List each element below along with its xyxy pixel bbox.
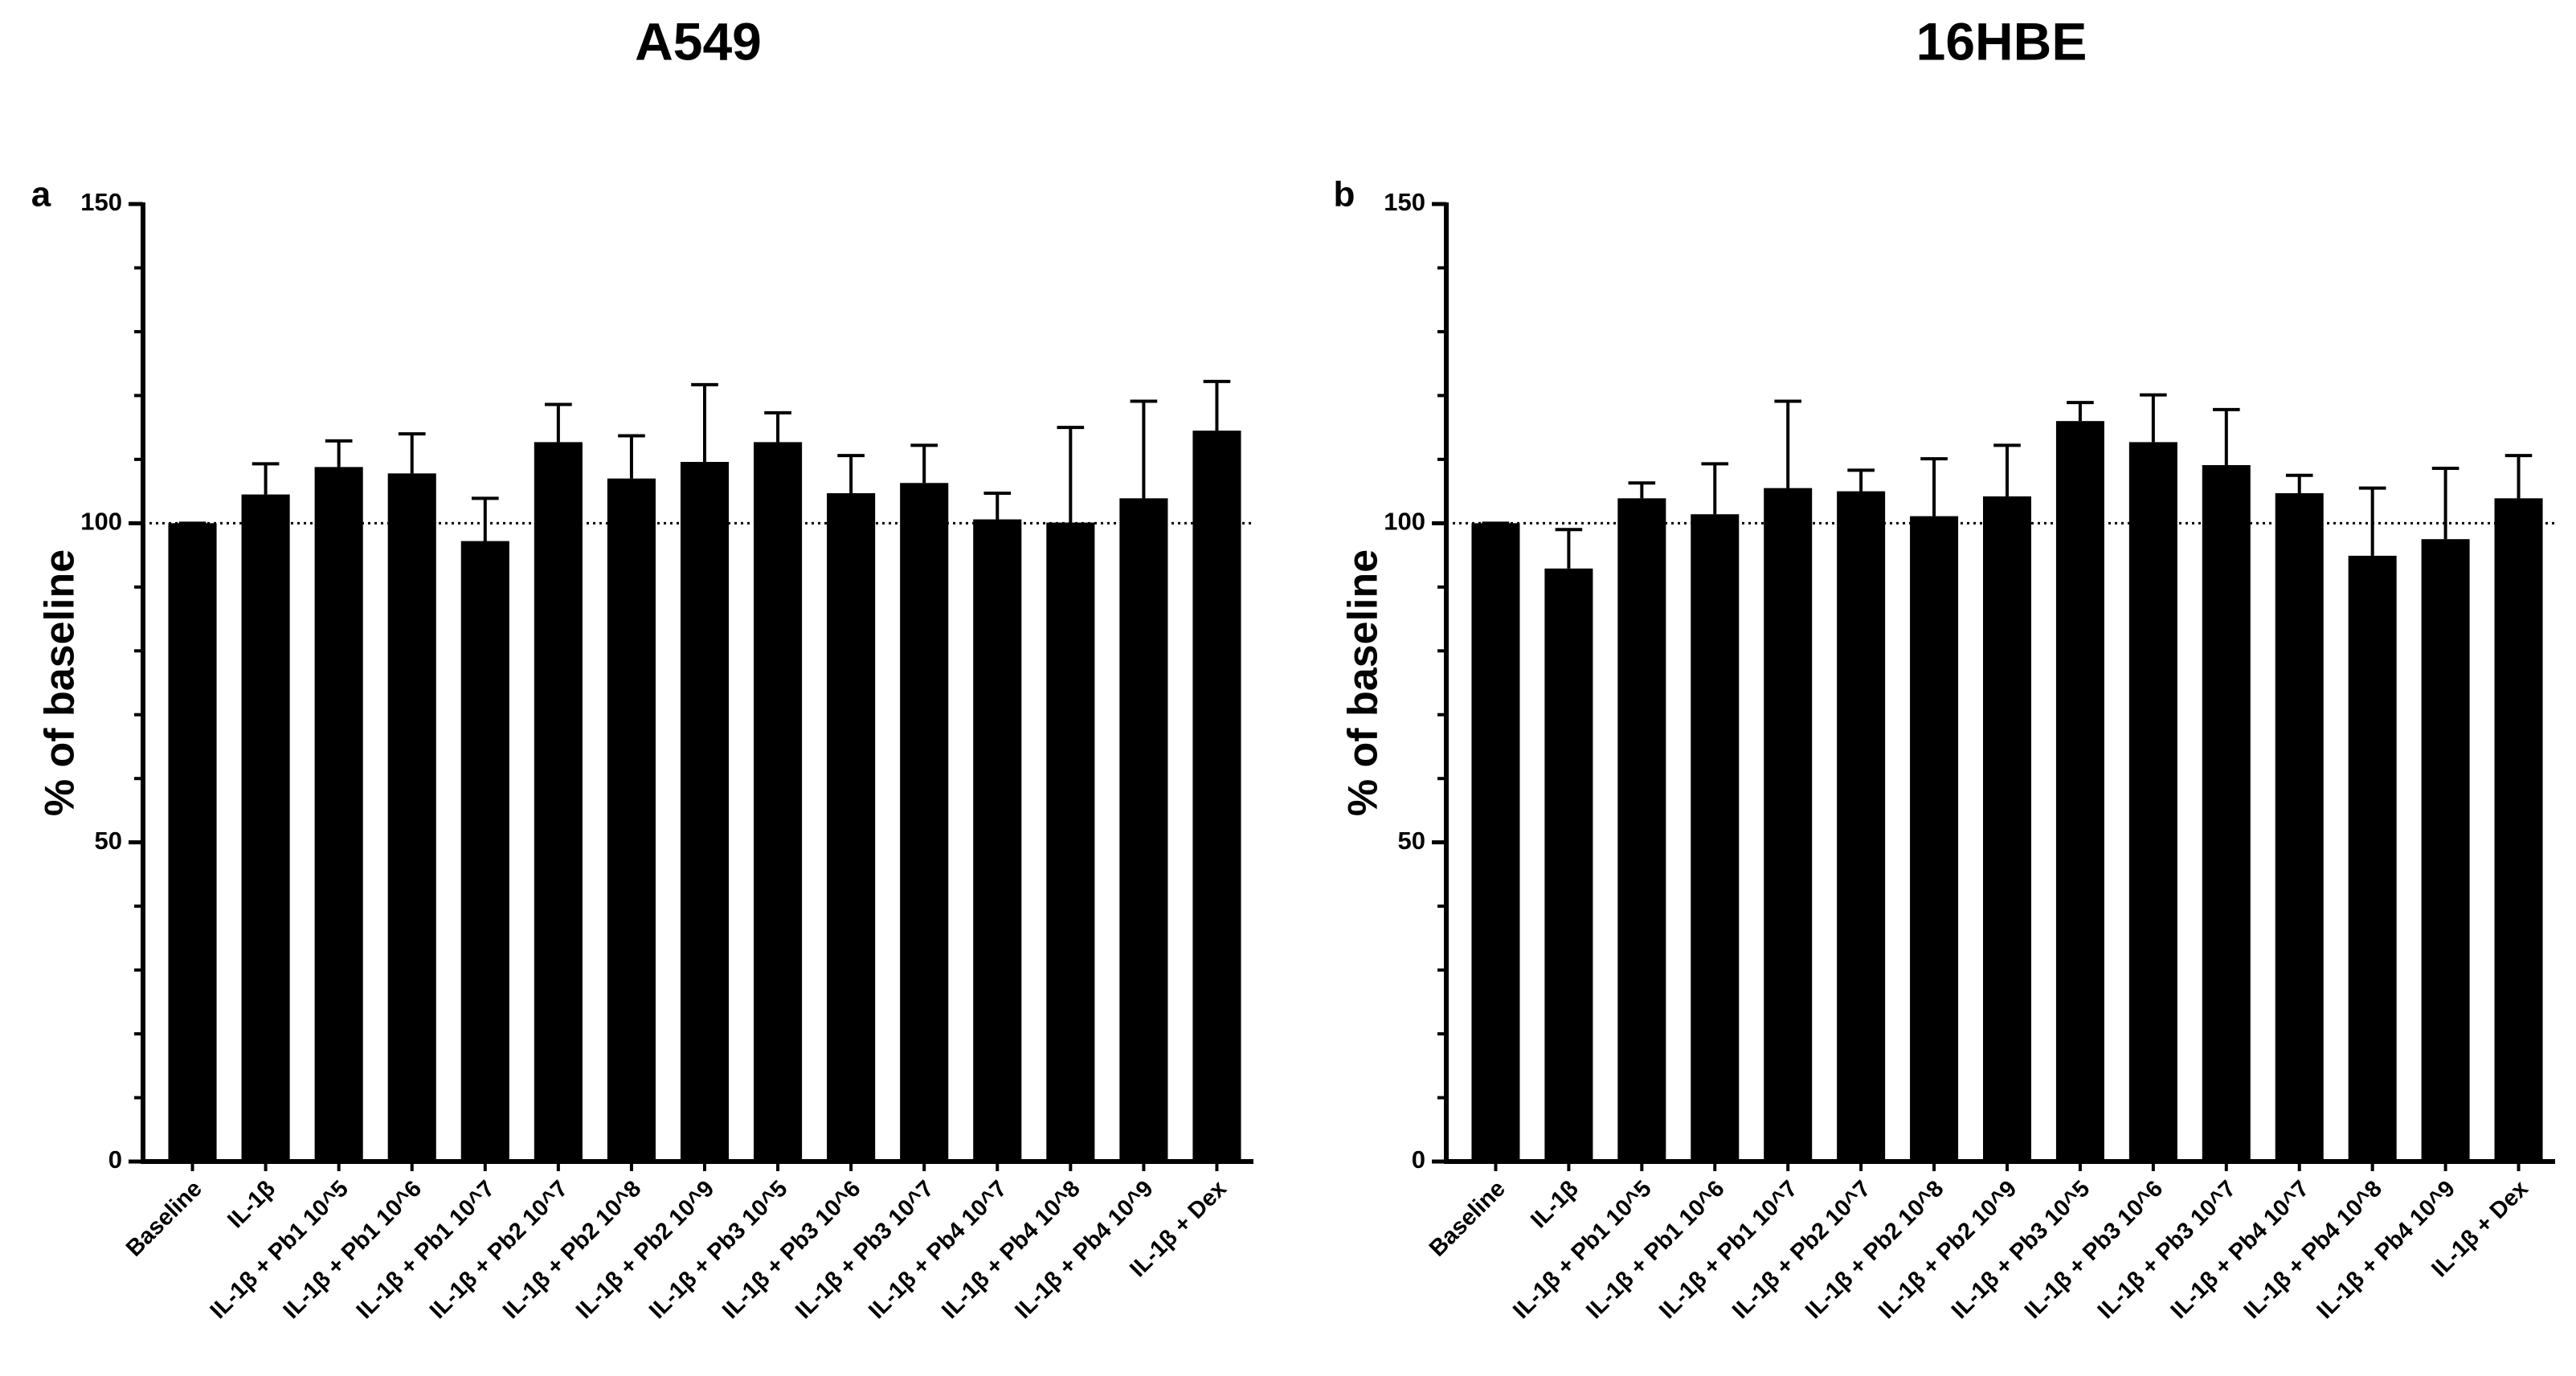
x-tick-label: IL-1β + Pb1 10^6: [279, 1176, 427, 1324]
bar: [1764, 488, 1813, 1162]
y-tick-label: 0: [108, 1145, 122, 1174]
x-tick-label: IL-1β + Pb4 10^9: [2312, 1176, 2459, 1324]
bar: [1471, 523, 1520, 1162]
bar: [534, 442, 583, 1162]
y-tick-label: 100: [1384, 508, 1425, 536]
bar: [1837, 491, 1886, 1162]
bar: [2275, 492, 2324, 1162]
y-tick-label: 0: [1412, 1145, 1425, 1174]
bar: [1192, 431, 1241, 1162]
bar: [1046, 522, 1095, 1162]
y-axis-label: % of baseline: [37, 549, 84, 816]
y-tick-label: 50: [1398, 827, 1425, 855]
x-tick-label: IL-1β: [223, 1176, 280, 1234]
bar: [168, 523, 217, 1162]
x-tick-label: Baseline: [1425, 1176, 1511, 1262]
x-tick-label: IL-1β + Pb3 10^7: [2093, 1176, 2241, 1324]
x-tick-label: IL-1β: [1526, 1176, 1584, 1234]
bar: [2128, 442, 2177, 1162]
x-tick-label: IL-1β + Pb1 10^5: [206, 1176, 354, 1324]
y-tick-label: 100: [80, 508, 122, 536]
bar: [241, 494, 290, 1162]
x-tick-label: IL-1β + Pb3 10^5: [1947, 1176, 2095, 1324]
x-tick-label: IL-1β + Pb4 10^8: [937, 1176, 1085, 1324]
x-tick-label: Baseline: [121, 1176, 207, 1262]
x-tick-label: IL-1β + Pb4 10^9: [1010, 1176, 1158, 1324]
bar: [2421, 539, 2470, 1162]
bar: [1910, 516, 1959, 1162]
bar: [1544, 568, 1593, 1162]
x-tick-label: IL-1β + Pb2 10^8: [1801, 1176, 1948, 1324]
x-tick-label: IL-1β + Pb4 10^7: [2166, 1176, 2314, 1324]
x-tick-label: IL-1β + Pb2 10^8: [498, 1176, 646, 1324]
bar: [314, 467, 363, 1162]
x-tick-label: IL-1β + Pb1 10^7: [352, 1176, 500, 1324]
chart-title: A549: [635, 11, 762, 71]
x-tick-label: IL-1β + Pb2 10^9: [1874, 1176, 2022, 1324]
bar: [1617, 498, 1666, 1162]
bar: [387, 473, 436, 1162]
x-tick-label: IL-1β + Pb1 10^6: [1581, 1176, 1729, 1324]
bar: [460, 541, 509, 1162]
x-tick-label: IL-1β + Pb3 10^7: [791, 1176, 938, 1324]
x-tick-label: IL-1β + Pb2 10^7: [425, 1176, 573, 1324]
x-tick-label: IL-1β + Pb2 10^9: [571, 1176, 719, 1324]
panel-label: a: [31, 175, 51, 214]
bar: [1691, 514, 1740, 1162]
y-tick-label: 150: [1384, 188, 1425, 216]
x-tick-label: IL-1β + Pb3 10^6: [718, 1176, 865, 1324]
x-tick-label: IL-1β + Pb1 10^5: [1508, 1176, 1656, 1324]
x-tick-label: IL-1β + Pb2 10^7: [1728, 1176, 1875, 1324]
chart-title: 16HBE: [1916, 11, 2087, 71]
bar: [2055, 421, 2104, 1162]
bar: [1982, 496, 2032, 1162]
bar: [900, 483, 949, 1162]
bar: [1119, 498, 1168, 1162]
y-tick-label: 50: [95, 827, 122, 855]
bar: [754, 442, 803, 1162]
bar: [973, 519, 1022, 1162]
bar: [2202, 465, 2251, 1162]
y-tick-label: 150: [80, 188, 122, 216]
bar: [607, 478, 656, 1162]
bar: [827, 492, 876, 1162]
x-tick-label: IL-1β + Pb3 10^5: [644, 1176, 792, 1324]
panel-label: b: [1334, 175, 1355, 214]
bar: [2348, 555, 2397, 1162]
x-tick-label: IL-1β + Pb4 10^7: [864, 1176, 1012, 1324]
bar: [680, 462, 730, 1162]
x-tick-label: IL-1β + Pb3 10^6: [2020, 1176, 2168, 1324]
bar: [2494, 498, 2543, 1162]
x-tick-label: IL-1β + Pb4 10^8: [2239, 1176, 2387, 1324]
x-tick-label: IL-1β + Pb1 10^7: [1654, 1176, 1802, 1324]
y-axis-label: % of baseline: [1340, 549, 1387, 816]
